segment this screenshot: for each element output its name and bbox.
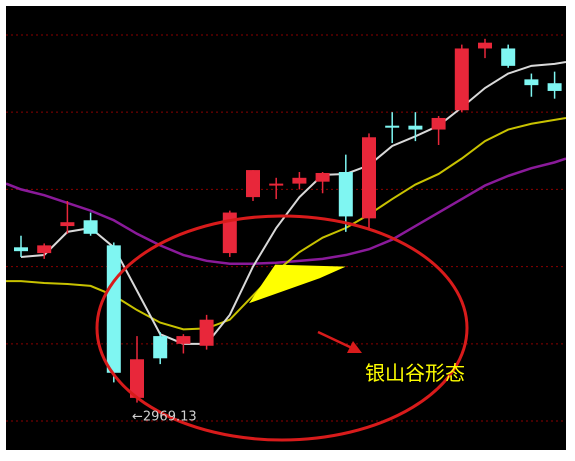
candle-down [83, 220, 98, 234]
candlestick-chart-area: 银山谷形态 ←2969.13 [6, 6, 566, 450]
candle-up [454, 48, 469, 111]
candle-up [362, 137, 376, 219]
candle-down [14, 247, 28, 252]
candle-up [315, 172, 330, 182]
candle-up [130, 359, 144, 398]
candle-down [106, 245, 121, 373]
candle-up [269, 183, 284, 186]
candle-down [153, 336, 168, 359]
ma-mid-line [6, 116, 566, 331]
candle-up [292, 177, 307, 184]
candle-up [431, 117, 446, 130]
candle-down [408, 125, 423, 130]
candle-up [478, 42, 492, 49]
candle-down [338, 172, 353, 217]
candle-down [524, 79, 539, 86]
candle-down [501, 48, 516, 66]
candlestick-chart: 银山谷形态 ←2969.13 [6, 34, 566, 442]
candle-up [60, 222, 75, 227]
pattern-label: 银山谷形态 [365, 361, 465, 385]
pattern-arrow [317, 330, 362, 353]
ma-long-line [6, 157, 566, 265]
candle-up [246, 170, 260, 198]
candle-down [385, 125, 400, 128]
pattern-arrow-line [317, 330, 353, 350]
low-price-label: ←2969.13 [132, 410, 197, 425]
pattern-arrow-head [347, 341, 362, 353]
candle-up [37, 245, 52, 254]
candles-layer [14, 38, 562, 403]
candle-up [199, 319, 214, 346]
pattern-circle [95, 214, 469, 442]
candle-down [547, 83, 562, 91]
moving-average-lines [6, 60, 566, 345]
silver-valley-highlight [249, 264, 346, 304]
candle-up [176, 336, 191, 344]
